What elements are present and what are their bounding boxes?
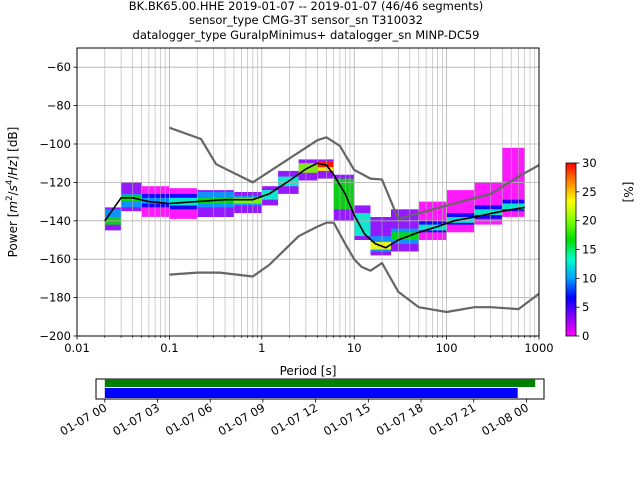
- y-tick-label: −60: [47, 60, 71, 74]
- data-coverage-panel: 01-07 00 01-07 03 01-07 06 01-07 09 01-07 12…: [57, 378, 545, 438]
- colorbar-tick-label: 30: [582, 156, 597, 170]
- coverage-bar: [104, 388, 518, 398]
- x-tick-label: 1000: [524, 341, 553, 355]
- density-cell: [391, 232, 419, 240]
- coverage-tick-label: 01-08 00: [479, 400, 531, 438]
- colorbar-ticks: 0 5 10 15 20 25 30: [576, 156, 597, 343]
- ppsd-plot-area: 0.01 0.1 1 10 100 1000 −200 −180 −160 −140 −120 −1…: [5, 47, 554, 378]
- colorbar-label: [%]: [621, 182, 635, 203]
- x-tick-label: 1: [258, 341, 265, 355]
- colorbar-gradient: [565, 162, 577, 337]
- plot-frame: [76, 47, 540, 337]
- density-cell: [446, 190, 475, 233]
- coverage-tick-label: 01-07 03: [110, 400, 162, 438]
- title-line-3: datalogger_type GuralpMinimus+ datalogge…: [133, 28, 480, 42]
- title-line-1: BK.BK65.00.HHE 2019-01-07 -- 2019-01-07 …: [129, 0, 483, 13]
- chart-title: BK.BK65.00.HHE 2019-01-07 -- 2019-01-07 …: [129, 0, 483, 42]
- density-cell: [354, 213, 371, 237]
- plot-curves: [104, 126, 539, 314]
- y-tick-label: −180: [39, 291, 71, 305]
- colorbar-tick-label: 20: [582, 214, 597, 228]
- x-axis-label: Period [s]: [280, 364, 337, 378]
- y-axis-label: Power [m2/s4/Hz] [dB]: [5, 127, 20, 258]
- plot-grid: [77, 48, 539, 336]
- y-tick-label: −80: [47, 99, 71, 113]
- coverage-tick-label: 01-07 00: [57, 400, 109, 438]
- colorbar: 0 5 10 15 20 25 30 [%]: [565, 156, 635, 343]
- density-cell: [474, 209, 503, 216]
- coverage-tick-label: 01-07 12: [268, 400, 320, 438]
- coverage-tick-label: 01-07 21: [426, 400, 478, 438]
- nhnm-curve: [169, 126, 539, 220]
- y-tick-label: −120: [39, 175, 71, 189]
- title-line-2: sensor_type CMG-3T sensor_sn T310032: [189, 13, 423, 27]
- density-cell: [502, 203, 525, 210]
- x-tick-label: 0.01: [64, 341, 90, 355]
- y-tick-label: −160: [39, 252, 71, 266]
- y-axis: −200 −180 −160 −140 −120 −100 −80 −60: [39, 60, 77, 343]
- colorbar-tick-label: 5: [582, 300, 589, 314]
- coverage-bar: [104, 379, 536, 387]
- coverage-tick-label: 01-07 15: [321, 400, 373, 438]
- density-cell: [121, 195, 142, 202]
- y-tick-label: −200: [39, 329, 71, 343]
- coverage-bars: [104, 379, 536, 398]
- x-axis: 0.01 0.1 1 10 100 1000: [64, 336, 554, 355]
- coverage-time-axis: 01-07 00 01-07 03 01-07 06 01-07 09 01-07 12…: [57, 399, 531, 438]
- y-tick-label: −140: [39, 214, 71, 228]
- x-tick-label: 10: [347, 341, 362, 355]
- density-cell: [261, 190, 279, 200]
- density-cell: [104, 209, 122, 217]
- density-cell: [333, 178, 355, 210]
- density-cell: [169, 197, 198, 206]
- density-cell: [141, 197, 170, 204]
- mean-curve: [104, 162, 525, 249]
- colorbar-tick-label: 10: [582, 271, 597, 285]
- y-tick-label: −100: [39, 137, 71, 151]
- x-tick-label: 0.1: [160, 341, 178, 355]
- colorbar-tick-label: 0: [582, 329, 589, 343]
- coverage-tick-label: 01-07 09: [216, 400, 268, 438]
- colorbar-tick-label: 25: [582, 185, 597, 199]
- coverage-tick-label: 01-07 06: [163, 400, 215, 438]
- x-tick-label: 100: [436, 341, 458, 355]
- nlnm-curve: [169, 221, 539, 314]
- coverage-tick-label: 01-07 18: [374, 400, 426, 438]
- density-cell: [234, 197, 262, 204]
- colorbar-tick-label: 15: [582, 243, 597, 257]
